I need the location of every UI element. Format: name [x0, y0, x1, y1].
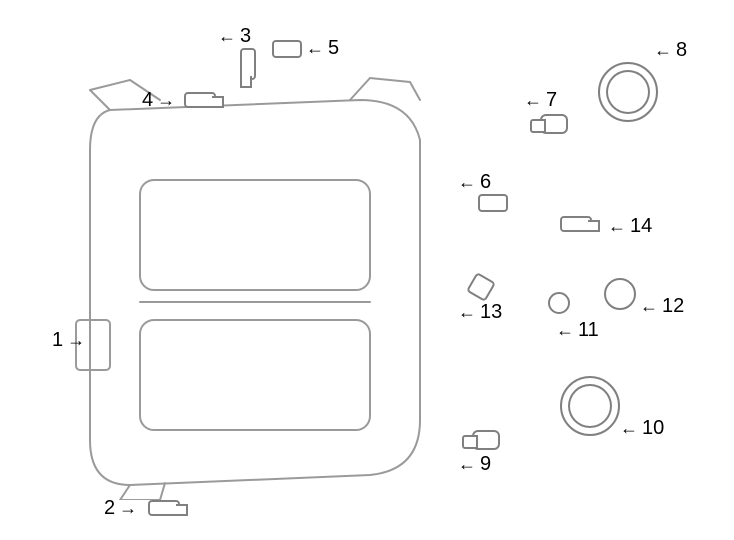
arrow-icon: ←	[608, 217, 626, 235]
arrow-icon: →	[157, 91, 175, 109]
arrow-icon: ←	[458, 173, 476, 191]
high-beam-bulb	[540, 114, 568, 134]
callout-number: 2	[104, 498, 115, 518]
callout-2: 2→	[104, 498, 137, 518]
signal-bulb-socket	[604, 278, 636, 310]
callout-10: ←10	[620, 418, 664, 438]
callout-number: 8	[676, 40, 687, 60]
arrow-icon: ←	[620, 419, 638, 437]
arrow-icon: →	[119, 499, 137, 517]
callout-14: ←14	[608, 216, 652, 236]
callout-4: 4→	[142, 90, 175, 110]
callout-number: 12	[662, 296, 684, 316]
callout-13: ←13	[458, 302, 502, 322]
callout-number: 14	[630, 216, 652, 236]
callout-number: 13	[480, 302, 502, 322]
pin	[466, 272, 496, 302]
arrow-icon: ←	[458, 303, 476, 321]
mount-bolt-lower	[148, 500, 180, 516]
bulb-retainer-clip	[478, 194, 508, 212]
arrow-icon: →	[67, 331, 85, 349]
callout-7: ←7	[524, 90, 557, 110]
arrow-icon: ←	[306, 39, 324, 57]
callout-9: ←9	[458, 454, 491, 474]
callout-3: ←3	[218, 26, 251, 46]
callout-1: 1→	[52, 330, 85, 350]
arrow-icon: ←	[556, 321, 574, 339]
mount-bolt-side	[184, 92, 216, 108]
signal-bulb	[548, 292, 570, 314]
callout-number: 5	[328, 38, 339, 58]
callout-number: 7	[546, 90, 557, 110]
callout-number: 4	[142, 90, 153, 110]
callout-number: 1	[52, 330, 63, 350]
access-cap-upper	[598, 62, 658, 122]
callout-6: ←6	[458, 172, 491, 192]
callout-number: 9	[480, 454, 491, 474]
callout-8: ←8	[654, 40, 687, 60]
callout-5: ←5	[306, 38, 339, 58]
callout-number: 3	[240, 26, 251, 46]
park-bulb-socket	[560, 216, 592, 232]
mount-screw-top	[240, 48, 256, 80]
callout-11: ←11	[556, 320, 599, 340]
arrow-icon: ←	[654, 41, 672, 59]
arrow-icon: ←	[640, 297, 658, 315]
headlamp-housing	[70, 70, 440, 500]
arrow-icon: ←	[218, 27, 236, 45]
callout-number: 11	[578, 320, 599, 340]
retainer-nut	[272, 40, 302, 58]
callout-number: 6	[480, 172, 491, 192]
low-beam-bulb	[472, 430, 500, 450]
arrow-icon: ←	[458, 455, 476, 473]
arrow-icon: ←	[524, 91, 542, 109]
callout-12: ←12	[640, 296, 684, 316]
callout-number: 10	[642, 418, 664, 438]
access-cap-lower	[560, 376, 620, 436]
parts-diagram: 1→2→←34→←5←6←7←8←9←10←11←12←13←14	[0, 0, 734, 540]
